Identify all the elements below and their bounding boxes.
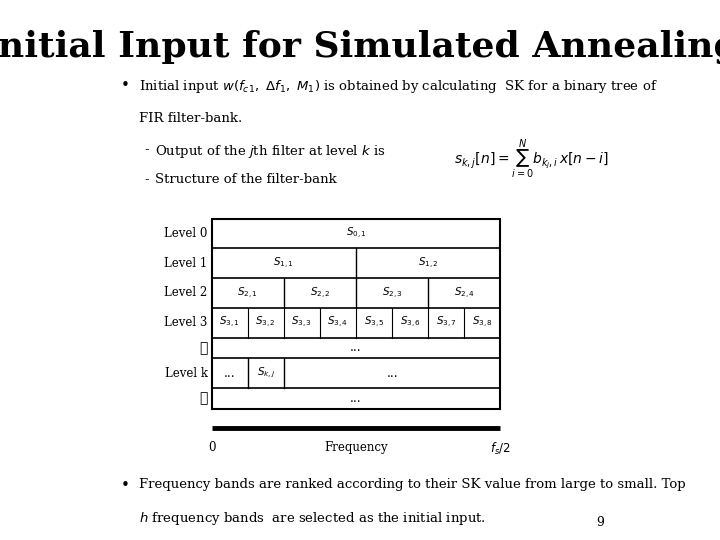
Text: $S_{3,1}$: $S_{3,1}$ <box>220 315 240 330</box>
Text: ...: ... <box>351 341 362 354</box>
Text: ⋮: ⋮ <box>199 392 207 406</box>
Text: Frequency: Frequency <box>324 441 388 454</box>
Bar <box>212 219 500 409</box>
Text: ⋮: ⋮ <box>199 341 207 355</box>
Text: $S_{2,1}$: $S_{2,1}$ <box>238 286 258 300</box>
Text: -: - <box>144 173 149 186</box>
Text: Structure of the filter-bank: Structure of the filter-bank <box>155 173 336 186</box>
Text: ...: ... <box>351 392 362 405</box>
Text: $s_{k,j}[n]=\sum_{i=0}^{N}b_{k_j,i}\,x[n-i]$: $s_{k,j}[n]=\sum_{i=0}^{N}b_{k_j,i}\,x[n… <box>454 137 608 180</box>
Text: Initial input $w(f_{c1},\ \Delta f_1,\ M_1)$ is obtained by calculating  SK for : Initial input $w(f_{c1},\ \Delta f_1,\ M… <box>139 78 657 95</box>
Text: $S_{3,8}$: $S_{3,8}$ <box>472 315 493 330</box>
Text: $h$ frequency bands  are selected as the initial input.: $h$ frequency bands are selected as the … <box>139 510 486 527</box>
Text: $S_{3,3}$: $S_{3,3}$ <box>292 315 312 330</box>
Text: Level 2: Level 2 <box>164 286 207 300</box>
Text: $S_{3,7}$: $S_{3,7}$ <box>436 315 456 330</box>
Text: Frequency bands are ranked according to their SK value from large to small. Top: Frequency bands are ranked according to … <box>139 478 685 491</box>
Text: •: • <box>121 78 130 93</box>
Text: •: • <box>121 478 130 493</box>
Text: Level 0: Level 0 <box>164 227 207 240</box>
Text: Level 1: Level 1 <box>164 256 207 270</box>
Text: -: - <box>144 143 149 156</box>
Text: $S_{2,3}$: $S_{2,3}$ <box>382 286 402 300</box>
Text: 9: 9 <box>597 516 605 529</box>
Text: Initial Input for Simulated Annealing: Initial Input for Simulated Annealing <box>0 30 720 64</box>
Text: $S_{k,j}$: $S_{k,j}$ <box>256 366 275 380</box>
Text: $f_s/2$: $f_s/2$ <box>490 441 510 457</box>
Text: $S_{1,2}$: $S_{1,2}$ <box>418 256 438 271</box>
Text: $S_{3,6}$: $S_{3,6}$ <box>400 315 420 330</box>
Text: $S_{3,5}$: $S_{3,5}$ <box>364 315 384 330</box>
Text: ...: ... <box>224 367 235 380</box>
Text: ...: ... <box>387 367 398 380</box>
Text: FIR filter-bank.: FIR filter-bank. <box>139 112 242 125</box>
Text: $S_{2,2}$: $S_{2,2}$ <box>310 286 330 300</box>
Text: $S_{3,2}$: $S_{3,2}$ <box>256 315 276 330</box>
Text: $S_{0,1}$: $S_{0,1}$ <box>346 226 366 241</box>
Text: Level 3: Level 3 <box>164 316 207 329</box>
Text: Level k: Level k <box>165 367 207 380</box>
Text: $S_{1,1}$: $S_{1,1}$ <box>274 256 294 271</box>
Text: Output of the $j$th filter at level $k$ is: Output of the $j$th filter at level $k$ … <box>155 143 385 160</box>
Text: 0: 0 <box>208 441 215 454</box>
Text: $S_{3,4}$: $S_{3,4}$ <box>328 315 348 330</box>
Text: $S_{2,4}$: $S_{2,4}$ <box>454 286 475 300</box>
